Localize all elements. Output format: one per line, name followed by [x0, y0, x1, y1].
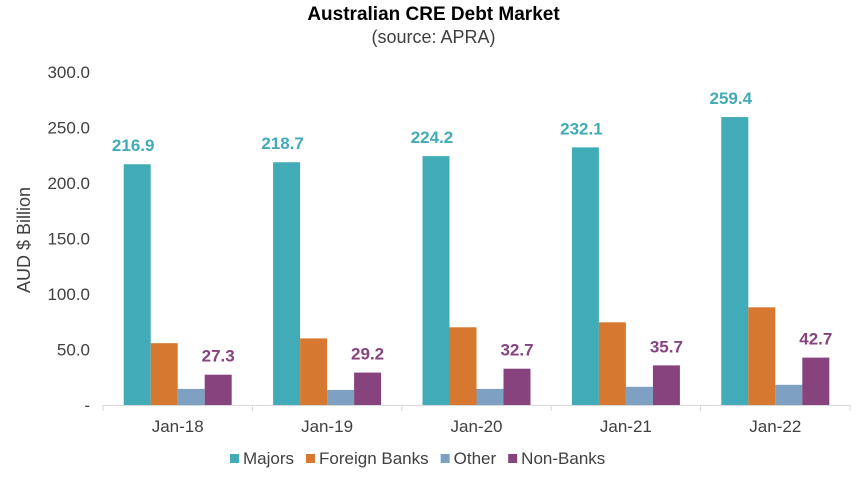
- legend-label: Other: [454, 449, 497, 468]
- data-label: 224.2: [411, 128, 454, 147]
- x-tick-label: Jan-20: [451, 417, 503, 436]
- x-tick-label: Jan-19: [301, 417, 353, 436]
- x-tick-label: Jan-18: [152, 417, 204, 436]
- data-label: 218.7: [261, 134, 304, 153]
- data-label: 27.3: [202, 347, 235, 366]
- bar-majors: [123, 164, 151, 405]
- bar-foreign-banks: [150, 343, 178, 405]
- y-tick-label: 250.0: [47, 119, 90, 138]
- y-tick-label: 300.0: [47, 63, 90, 82]
- y-tick-label: -: [84, 396, 90, 415]
- legend-swatch: [508, 454, 518, 463]
- bar-other: [775, 384, 803, 405]
- bar-other: [177, 388, 205, 405]
- bar-majors: [571, 147, 599, 405]
- bar-non-banks: [652, 365, 680, 405]
- data-label: 216.9: [112, 136, 155, 155]
- bar-foreign-banks: [449, 327, 477, 405]
- legend-label: Majors: [243, 449, 294, 468]
- legend-label: Foreign Banks: [319, 449, 429, 468]
- legend-label: Non-Banks: [521, 449, 605, 468]
- legend-swatch: [306, 454, 316, 463]
- bar-non-banks: [354, 372, 382, 405]
- bar-non-banks: [204, 374, 232, 405]
- data-label: 29.2: [351, 345, 384, 364]
- bar-foreign-banks: [748, 307, 776, 405]
- bar-non-banks: [802, 357, 830, 405]
- chart-title: Australian CRE Debt Market: [307, 4, 560, 25]
- bar-majors: [721, 117, 749, 405]
- y-tick-label: 50.0: [57, 341, 90, 360]
- bar-majors: [422, 156, 450, 405]
- y-axis-label: AUD $ Billion: [14, 187, 34, 293]
- data-label: 35.7: [650, 337, 683, 356]
- data-label: 32.7: [500, 341, 533, 360]
- bar-foreign-banks: [300, 338, 328, 405]
- bar-non-banks: [503, 368, 531, 405]
- bar-majors: [273, 162, 301, 405]
- legend-swatch: [230, 454, 239, 463]
- data-label: 259.4: [710, 89, 753, 108]
- bar-other: [625, 386, 653, 405]
- legend-swatch: [440, 454, 450, 463]
- y-tick-label: 150.0: [47, 230, 90, 249]
- data-label: 42.7: [799, 330, 832, 349]
- bar-foreign-banks: [598, 322, 626, 405]
- x-tick-label: Jan-22: [749, 417, 801, 436]
- bar-other: [327, 389, 355, 405]
- chart-subtitle: (source: APRA): [371, 27, 496, 47]
- bar-other: [476, 388, 504, 405]
- x-tick-label: Jan-21: [600, 417, 652, 436]
- y-tick-label: 200.0: [47, 174, 90, 193]
- data-label: 232.1: [560, 119, 603, 138]
- y-tick-label: 100.0: [47, 285, 90, 304]
